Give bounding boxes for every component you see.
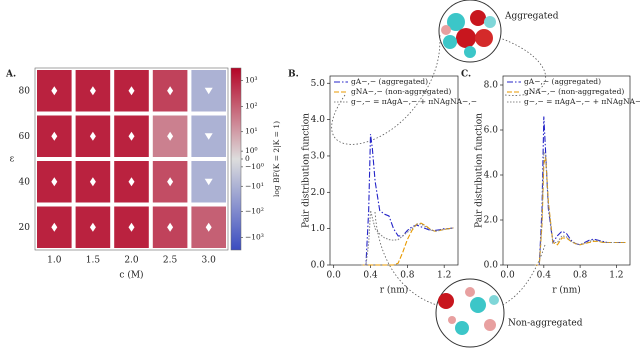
x-tick-label: 2.0 [124,256,139,266]
cell-marker [89,86,96,96]
cell-marker [204,133,213,140]
colorbar-tick-label: 0 [245,154,250,163]
cell-marker [205,222,212,232]
aggregated-snapshot [438,0,502,63]
cell-marker [89,131,96,141]
x-tick-label: 0.4 [537,271,552,281]
plot-frame [502,75,631,266]
x-axis-title: r (nm) [552,285,581,296]
cell-marker [204,178,213,186]
colorbar [230,67,242,251]
cell-marker [167,131,174,141]
y-tick-label: 5.0 [311,79,326,89]
y-tick-label: 0.0 [484,261,499,271]
cell-marker [128,131,135,141]
x-tick-label: 1.2 [437,271,451,281]
panel-label: B. [288,70,299,80]
connectors [331,34,546,306]
colorbar-title: log BF(K = 2|K = 1) [272,121,281,197]
x-tick-label: 1.0 [47,256,62,266]
cell-marker [89,177,96,187]
x-tick-label: 0.0 [327,271,342,281]
y-tick-label: 20 [19,223,31,233]
cell-marker [51,222,58,232]
colorbar-tick-label: −10¹ [245,181,264,190]
x-tick-label: 1.2 [609,271,623,281]
colorbar-tick-label: 10³ [245,75,258,84]
cell-marker [51,86,58,96]
y-axis-title: Pair distribution function [302,113,312,228]
x-tick-label: 0.0 [500,271,515,281]
legend-label: g−,− = πAgA−,− + πNAgNA−,− [351,97,477,106]
cell-marker [51,177,58,187]
colorbar-tick-label: 10⁰ [245,146,258,155]
cell-marker [89,222,96,232]
colorbar-tick-label: 10¹ [245,127,258,136]
y-tick-label: 1.0 [311,224,326,234]
colorbar-tick-label: −10³ [245,233,264,242]
annotation: Non-aggregated [508,319,583,329]
series-line [534,150,626,266]
y-tick-label: 2.0 [311,188,326,198]
series-line [361,210,454,266]
x-tick-label: 0.4 [363,271,378,281]
x-tick-label: 0.8 [400,271,415,281]
cell-marker [128,86,135,96]
cell-marker [51,131,58,141]
annotation: Aggregated [504,12,559,22]
cell-marker [204,87,213,95]
y-axis-title: ε [10,155,15,165]
x-axis-title: c (M) [119,270,143,281]
non-aggregated-snapshot [435,278,505,348]
series-line [361,134,454,266]
legend-label: gNA−,− (non-aggregated) [524,87,624,96]
colorbar-tick-label: 10² [245,102,258,111]
legend-label: gA−,− (aggregated) [524,77,601,86]
y-tick-label: 8.0 [484,81,499,91]
x-axis-title: r (nm) [380,285,409,296]
legend-label: gNA−,− (non-aggregated) [351,87,451,96]
colorbar-tick-label: −10² [245,206,264,215]
legend-label: gA−,− (aggregated) [351,77,428,86]
cell-marker [167,177,174,187]
x-tick-label: 0.8 [573,271,588,281]
colorbar-tick-label: −10⁰ [245,162,264,171]
panel-label: A. [5,70,16,80]
x-tick-label: 1.5 [86,256,101,266]
x-tick-label: 2.5 [163,256,178,266]
legend-label: g−,− = πAgA−,− + πNAgNA−,− [524,97,640,106]
y-tick-label: 60 [19,132,31,142]
cell-marker [128,222,135,232]
y-tick-label: 2.0 [484,216,499,226]
y-tick-label: 4.0 [311,115,326,125]
x-tick-label: 3.0 [202,256,217,266]
cell-marker [167,222,174,232]
series-line [534,156,626,266]
y-tick-label: 3.0 [311,151,326,161]
y-tick-label: 6.0 [484,126,499,136]
y-tick-label: 0.0 [311,261,326,271]
y-tick-label: 40 [19,177,31,187]
cell-marker [167,86,174,96]
cell-marker [128,177,135,187]
y-tick-label: 4.0 [484,171,499,181]
panel-label: C. [461,70,471,80]
y-tick-label: 80 [19,86,31,96]
y-axis-title: Pair distribution function [475,113,485,228]
